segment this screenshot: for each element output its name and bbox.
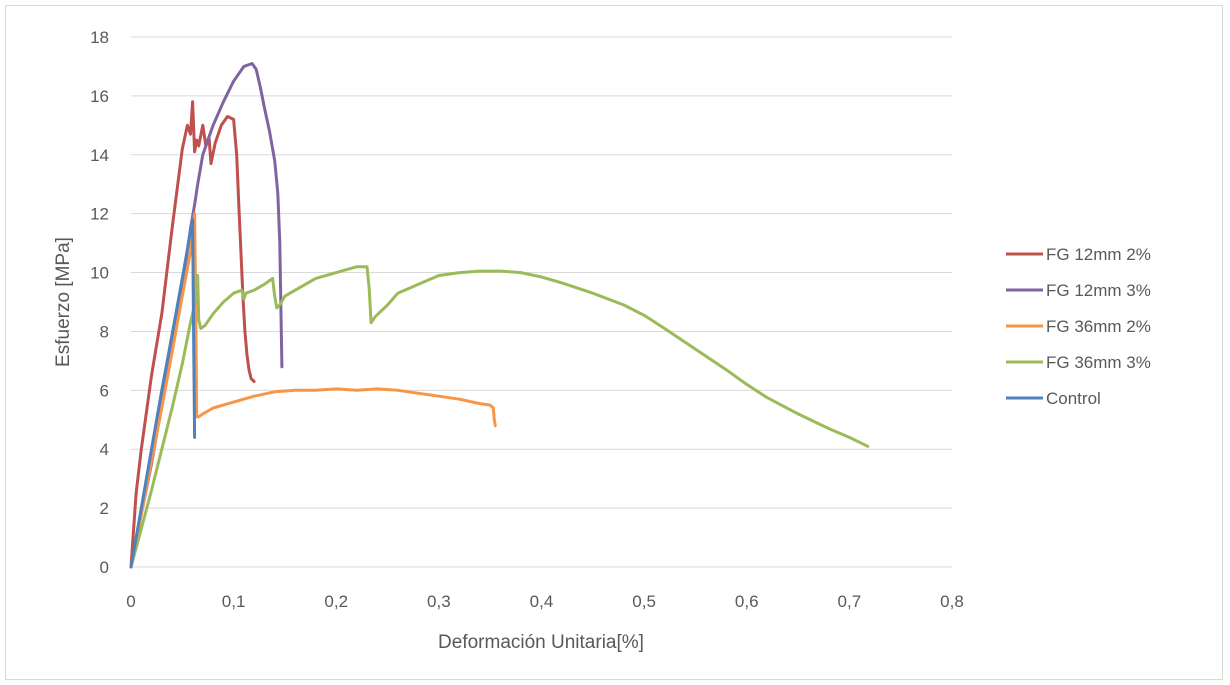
y-tick-label: 18 (90, 28, 109, 47)
x-axis-title: Deformación Unitaria[%] (438, 632, 644, 653)
x-tick-label: 0,4 (530, 592, 554, 611)
legend-label: Control (1046, 389, 1101, 408)
x-tick-label: 0,5 (632, 592, 656, 611)
x-tick-label: 0,3 (427, 592, 451, 611)
y-tick-label: 0 (100, 558, 109, 577)
legend-label: FG 12mm 2% (1046, 245, 1151, 264)
y-tick-label: 6 (100, 381, 109, 400)
y-tick-label: 2 (100, 499, 109, 518)
x-tick-label: 0 (126, 592, 135, 611)
series-line-3 (129, 212, 497, 569)
y-tick-label: 10 (90, 264, 109, 283)
y-tick-label: 14 (90, 146, 109, 165)
gridlines (131, 36, 952, 509)
x-tick-label: 0,8 (940, 592, 964, 611)
y-tick-label: 12 (90, 205, 109, 224)
y-axis-title: Esfuerzo [MPa] (53, 237, 74, 367)
y-tick-label: 16 (90, 87, 109, 106)
series-line-2 (129, 62, 284, 569)
series-line-4 (129, 265, 870, 569)
x-tick-label: 0,7 (838, 592, 862, 611)
series-line-5 (129, 218, 197, 569)
y-tick-label: 8 (100, 322, 109, 341)
y-tick-label: 4 (100, 440, 109, 459)
legend: FG 12mm 2% FG 12mm 3% FG 36mm 2% FG 36mm 3%… (1006, 245, 1151, 408)
legend-label: FG 12mm 3% (1046, 281, 1151, 300)
legend-label: FG 36mm 2% (1046, 317, 1151, 336)
x-tick-label: 0,6 (735, 592, 759, 611)
series-lines (129, 62, 870, 569)
y-tick-labels: 0 2 4 6 8 10 12 14 16 18 (90, 28, 109, 577)
legend-label: FG 36mm 3% (1046, 353, 1151, 372)
x-tick-label: 0,2 (324, 592, 348, 611)
x-tick-labels: 0 0,1 0,2 0,3 0,4 0,5 0,6 0,7 0,8 (126, 592, 964, 611)
x-tick-label: 0,1 (222, 592, 246, 611)
